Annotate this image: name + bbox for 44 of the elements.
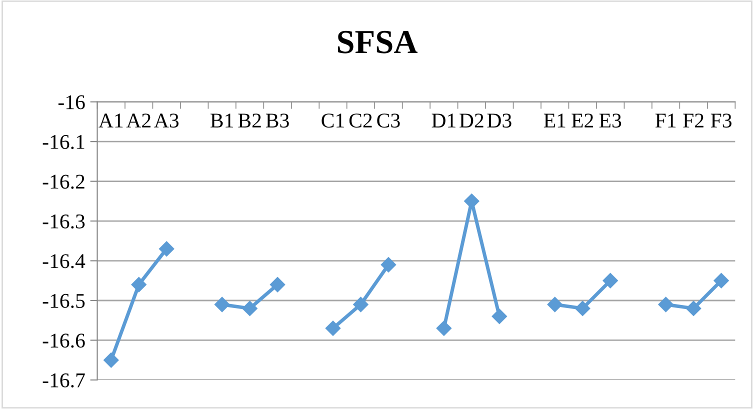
y-tick-label: -16.5 <box>42 294 85 308</box>
y-tick-label: -16 <box>58 95 85 110</box>
point <box>214 296 230 312</box>
x-tick-label: E2 <box>572 114 594 128</box>
x-tick-label: D1 <box>432 114 456 128</box>
y-tick-label: -16.7 <box>42 373 85 388</box>
point <box>658 296 674 312</box>
x-tick-label: D3 <box>487 114 512 128</box>
x-tick-label: B2 <box>238 114 261 128</box>
x-tick-label: B1 <box>210 114 233 128</box>
x-tick-label: F2 <box>683 114 704 128</box>
point <box>436 320 452 336</box>
point <box>492 308 507 324</box>
y-tick-label: -16.2 <box>42 174 84 189</box>
y-tick-label: -16.4 <box>42 254 86 268</box>
point <box>575 300 590 316</box>
x-tick-label: F1 <box>655 114 676 128</box>
x-tick-label: C3 <box>377 114 400 128</box>
x-tick-label: E3 <box>599 114 622 128</box>
x-tick-label: F3 <box>710 114 732 128</box>
y-tick-label: -16.6 <box>42 334 85 348</box>
point <box>242 300 258 316</box>
point <box>353 296 368 312</box>
x-tick-label: D2 <box>460 114 484 128</box>
point <box>104 352 119 368</box>
y-tick-label: -16.1 <box>42 135 84 150</box>
x-tick-label: E1 <box>544 114 566 128</box>
x-tick-label: A2 <box>126 114 150 128</box>
x-tick-label: B3 <box>266 114 289 128</box>
point <box>547 296 562 312</box>
point <box>602 273 618 288</box>
x-tick-label: A3 <box>154 114 179 128</box>
point <box>270 277 286 292</box>
x-tick-label: C1 <box>322 114 344 128</box>
point <box>686 300 702 316</box>
point <box>380 257 396 272</box>
point <box>714 273 729 288</box>
chart-title: SFSA <box>338 30 418 54</box>
y-tick-label: -16.3 <box>42 214 85 229</box>
x-tick-label: A1 <box>98 114 123 128</box>
x-tick-label: C2 <box>349 114 372 128</box>
point <box>131 277 146 292</box>
point <box>325 320 341 336</box>
point <box>159 241 174 256</box>
